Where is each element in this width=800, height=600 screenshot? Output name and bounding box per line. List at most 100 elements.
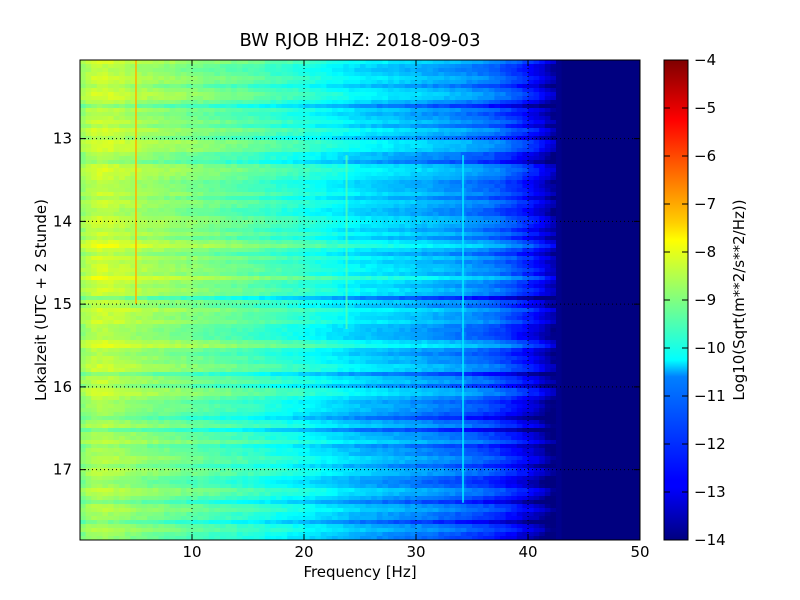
- heatmap-cell: [466, 184, 473, 189]
- heatmap-cell: [483, 192, 490, 197]
- heatmap-cell: [561, 124, 568, 129]
- heatmap-cell: [108, 96, 115, 101]
- heatmap-cell: [584, 200, 591, 205]
- heatmap-cell: [371, 156, 378, 161]
- heatmap-cell: [556, 64, 563, 69]
- heatmap-cell: [533, 208, 540, 213]
- heatmap-cell: [236, 164, 243, 169]
- heatmap-cell: [91, 128, 98, 133]
- heatmap-cell: [91, 236, 98, 241]
- heatmap-cell: [494, 224, 501, 229]
- heatmap-cell: [208, 220, 215, 225]
- heatmap-cell: [119, 196, 126, 201]
- heatmap-cell: [164, 64, 171, 69]
- heatmap-cell: [85, 220, 92, 225]
- heatmap-cell: [567, 68, 574, 73]
- heatmap-cell: [388, 248, 395, 253]
- heatmap-cell: [365, 256, 372, 261]
- heatmap-cell: [203, 172, 210, 177]
- heatmap-cell: [455, 152, 462, 157]
- heatmap-cell: [606, 216, 613, 221]
- heatmap-cell: [119, 200, 126, 205]
- heatmap-cell: [522, 216, 529, 221]
- heatmap-cell: [315, 168, 322, 173]
- heatmap-cell: [225, 164, 232, 169]
- heatmap-cell: [236, 236, 243, 241]
- heatmap-cell: [96, 172, 103, 177]
- heatmap-cell: [544, 232, 551, 237]
- heatmap-cell: [460, 60, 467, 65]
- heatmap-cell: [561, 140, 568, 145]
- heatmap-cell: [113, 128, 120, 133]
- heatmap-cell: [595, 184, 602, 189]
- heatmap-cell: [124, 84, 131, 89]
- heatmap-cell: [231, 92, 238, 97]
- heatmap-cell: [152, 232, 159, 237]
- heatmap-cell: [164, 100, 171, 105]
- heatmap-cell: [600, 176, 607, 181]
- heatmap-cell: [186, 212, 193, 217]
- heatmap-cell: [231, 176, 238, 181]
- heatmap-cell: [628, 144, 635, 149]
- heatmap-cell: [427, 96, 434, 101]
- heatmap-cell: [539, 200, 546, 205]
- heatmap-cell: [130, 72, 137, 77]
- heatmap-cell: [483, 92, 490, 97]
- heatmap-cell: [595, 240, 602, 245]
- heatmap-cell: [393, 84, 400, 89]
- heatmap-cell: [466, 68, 473, 73]
- heatmap-cell: [113, 152, 120, 157]
- heatmap-cell: [634, 180, 640, 185]
- heatmap-cell: [287, 188, 294, 193]
- heatmap-cell: [421, 92, 428, 97]
- heatmap-cell: [304, 244, 311, 249]
- heatmap-cell: [158, 248, 165, 253]
- heatmap-cell: [85, 248, 92, 253]
- heatmap-cell: [455, 164, 462, 169]
- heatmap-cell: [606, 112, 613, 117]
- heatmap-cell: [91, 204, 98, 209]
- heatmap-cell: [152, 248, 159, 253]
- heatmap-cell: [141, 244, 148, 249]
- heatmap-cell: [180, 68, 187, 73]
- heatmap-cell: [511, 116, 518, 121]
- heatmap-cell: [113, 120, 120, 125]
- heatmap-cell: [304, 208, 311, 213]
- heatmap-cell: [466, 116, 473, 121]
- heatmap-cell: [248, 112, 255, 117]
- heatmap-cell: [432, 240, 439, 245]
- heatmap-cell: [500, 140, 507, 145]
- heatmap-cell: [169, 196, 176, 201]
- heatmap-cell: [225, 108, 232, 113]
- heatmap-cell: [488, 92, 495, 97]
- heatmap-cell: [169, 68, 176, 73]
- heatmap-cell: [488, 236, 495, 241]
- heatmap-cell: [332, 132, 339, 137]
- heatmap-cell: [124, 232, 131, 237]
- heatmap-cell: [354, 64, 361, 69]
- heatmap-cell: [371, 160, 378, 165]
- heatmap-cell: [231, 224, 238, 229]
- heatmap-cell: [96, 96, 103, 101]
- heatmap-cell: [505, 168, 512, 173]
- heatmap-cell: [410, 128, 417, 133]
- heatmap-cell: [376, 124, 383, 129]
- heatmap-cell: [477, 92, 484, 97]
- heatmap-cell: [113, 240, 120, 245]
- heatmap-cell: [472, 256, 479, 261]
- heatmap-cell: [393, 132, 400, 137]
- heatmap-cell: [567, 204, 574, 209]
- heatmap-cell: [567, 120, 574, 125]
- heatmap-cell: [472, 244, 479, 249]
- heatmap-cell: [292, 96, 299, 101]
- heatmap-cell: [483, 128, 490, 133]
- heatmap-cell: [119, 68, 126, 73]
- heatmap-cell: [248, 116, 255, 121]
- heatmap-cell: [376, 176, 383, 181]
- heatmap-cell: [186, 64, 193, 69]
- heatmap-cell: [91, 88, 98, 93]
- heatmap-cell: [197, 132, 204, 137]
- heatmap-cell: [292, 216, 299, 221]
- heatmap-cell: [332, 212, 339, 217]
- heatmap-cell: [449, 232, 456, 237]
